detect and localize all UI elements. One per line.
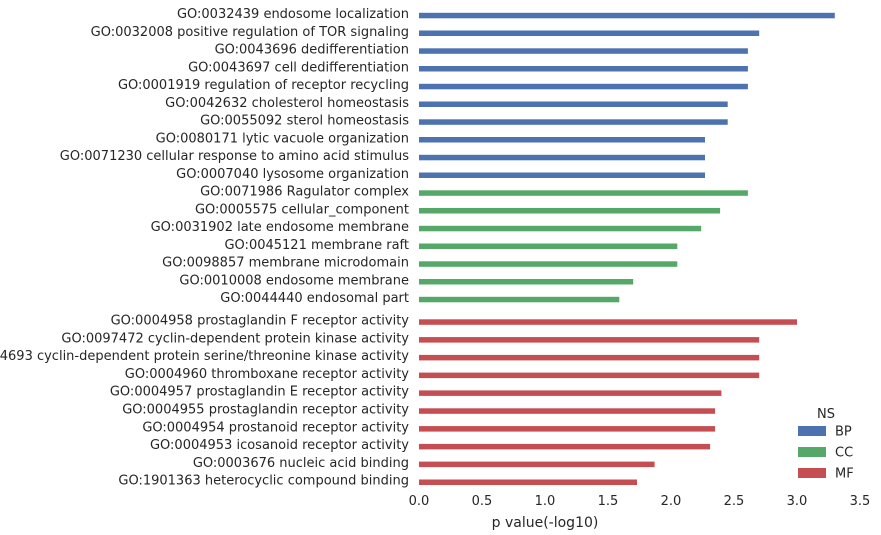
category-label: GO:0032439 endosome localization: [177, 7, 409, 22]
legend-swatch-cc: [798, 447, 826, 457]
category-label: GO:1901363 heterocyclic compound binding: [118, 474, 409, 489]
legend: NS BP CC MF: [798, 407, 854, 482]
bar-cc: [419, 261, 678, 267]
category-label: GO:0098857 membrane microdomain: [162, 256, 409, 271]
x-tick-label: 1.5: [598, 494, 619, 509]
bar-mf: [419, 461, 655, 468]
category-label: GO:0004957 prostaglandin E receptor acti…: [110, 385, 409, 400]
legend-label-cc: CC: [835, 446, 853, 461]
bar-cc: [419, 225, 702, 232]
category-label: GO:0004953 icosanoid receptor activity: [150, 438, 409, 453]
category-label: GO:0080171 lytic vacuole organization: [156, 131, 409, 146]
category-label: GO:0004955 prostaglandin receptor activi…: [122, 403, 409, 418]
bar-bp: [419, 30, 760, 36]
bar-bp: [419, 137, 705, 143]
bar-cc: [419, 279, 634, 285]
category-label: GO:0032008 positive regulation of TOR si…: [91, 25, 409, 40]
category-label: GO:0097472 cyclin-dependent protein kina…: [61, 331, 409, 346]
category-label: GO:0043697 cell dedifferentiation: [188, 60, 409, 75]
bar-mf: [419, 426, 716, 432]
bar-bp: [419, 66, 748, 72]
x-axis-title: p value(-log10): [492, 515, 599, 531]
category-label: GO:0004693 cyclin-dependent protein seri…: [0, 349, 409, 364]
category-label: GO:0045121 membrane raft: [224, 238, 409, 253]
category-label: GO:0005575 cellular_component: [195, 202, 409, 217]
bar-mf: [419, 354, 760, 361]
x-tick-label: 3.5: [850, 494, 871, 509]
category-label: GO:0055092 sterol homeostasis: [200, 114, 409, 129]
x-axis-ticks: 0.0 0.5 1.0 1.5 2.0 2.5 3.0 3.5: [409, 494, 871, 509]
bar-cc: [419, 243, 678, 249]
bar-mf: [419, 337, 760, 343]
legend-label-mf: MF: [835, 467, 854, 482]
bar-mf: [419, 443, 711, 450]
category-label: GO:0043696 dedifferentiation: [215, 43, 409, 58]
legend-title: NS: [817, 407, 835, 422]
bar-mf: [419, 479, 637, 485]
bar-mf: [419, 372, 760, 379]
legend-swatch-mf: [798, 468, 826, 478]
bar-cc: [419, 296, 620, 303]
category-label: GO:0001919 regulation of receptor recycl…: [118, 78, 409, 93]
x-tick-label: 0.5: [472, 494, 493, 509]
legend-label-bp: BP: [835, 425, 852, 440]
category-label: GO:0004954 prostanoid receptor activity: [142, 420, 409, 435]
category-label: GO:0044440 endosomal part: [220, 291, 409, 306]
bar-bp: [419, 101, 728, 107]
category-label: GO:0004958 prostaglandin F receptor acti…: [111, 314, 410, 329]
bar-bp: [419, 12, 835, 19]
bar-mf: [419, 390, 722, 396]
category-label: GO:0003676 nucleic acid binding: [193, 456, 409, 471]
legend-items: BP CC MF: [798, 425, 854, 482]
bar-bp: [419, 119, 728, 125]
bars-layer: [419, 12, 835, 485]
bar-cc: [419, 208, 721, 214]
category-label: GO:0071230 cellular response to amino ac…: [60, 149, 409, 164]
category-label: GO:0004960 thromboxane receptor activity: [125, 367, 410, 382]
x-tick-label: 3.0: [787, 494, 808, 509]
x-tick-label: 1.0: [535, 494, 556, 509]
category-label: GO:0071986 Ragulator complex: [200, 185, 409, 200]
x-tick-label: 0.0: [409, 494, 430, 509]
bar-mf: [419, 319, 797, 325]
bar-bp: [419, 154, 705, 161]
legend-swatch-bp: [798, 426, 826, 436]
category-labels: GO:0032439 endosome localization GO:00320…: [0, 7, 409, 489]
bar-bp: [419, 83, 748, 90]
bar-mf: [419, 408, 716, 414]
category-label: GO:0010008 endosome membrane: [179, 273, 409, 288]
category-label: GO:0031902 late endosome membrane: [151, 220, 409, 235]
category-label: GO:0042632 cholesterol homeostasis: [165, 96, 409, 111]
x-tick-label: 2.0: [661, 494, 682, 509]
bar-bp: [419, 48, 748, 54]
category-label: GO:0007040 lysosome organization: [176, 167, 409, 182]
x-tick-label: 2.5: [724, 494, 745, 509]
bar-cc: [419, 190, 748, 196]
bar-bp: [419, 172, 705, 178]
